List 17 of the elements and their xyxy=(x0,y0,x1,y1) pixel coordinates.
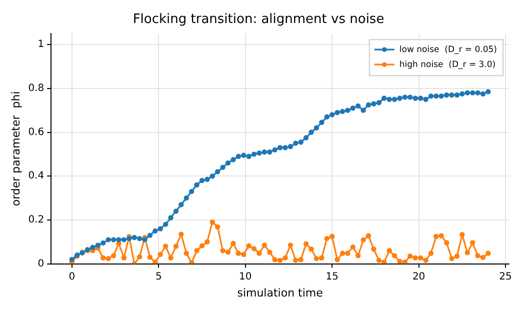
x-tick-label: 5 xyxy=(155,271,162,282)
y-tick-label: 0.6 xyxy=(28,126,44,138)
x-tick-label: 0 xyxy=(68,271,76,282)
x-tick-label: 10 xyxy=(238,271,252,282)
x-tick-label: 25 xyxy=(499,271,512,282)
x-axis-title: simulation time xyxy=(237,286,324,300)
y-tick-label: 0 xyxy=(38,258,44,270)
y-tick-label: 1 xyxy=(38,39,44,50)
y-axis-title: order parameter phi xyxy=(9,91,22,206)
x-tick-label: 20 xyxy=(412,271,426,282)
legend-label: low noise (D_r = 0.05) xyxy=(399,44,498,55)
x-tick-label: 15 xyxy=(326,271,338,282)
chart-title: Flocking transition: alignment vs noise xyxy=(132,12,384,28)
y-tick-label: 0.2 xyxy=(28,214,44,226)
y-tick-label: 0.4 xyxy=(28,170,44,182)
y-tick-label: 0.8 xyxy=(28,83,44,94)
legend-label: high noise (D_r = 3.0) xyxy=(399,60,496,70)
